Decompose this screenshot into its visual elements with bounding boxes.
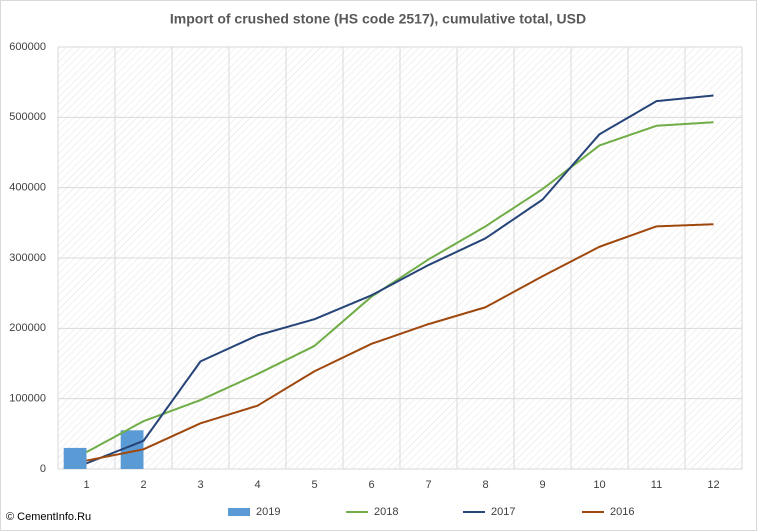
legend-label: 2017 [491,506,515,518]
y-tick-label: 300000 [9,252,46,264]
watermark: © CementInfo.Ru [6,511,91,523]
chart-title: Import of crushed stone (HS code 2517), … [170,11,586,27]
line [86,94,714,465]
x-tick-label: 11 [651,479,662,491]
y-tick-label: 0 [40,463,46,475]
x-tick-label: 2 [140,479,146,491]
y-tick-label: 500000 [9,111,46,123]
x-tick-label: 9 [539,479,545,491]
y-tick-label: 600000 [9,41,46,53]
y-tick-label: 200000 [9,322,46,334]
line [86,121,714,453]
x-tick-label: 6 [368,479,374,491]
legend-label: 2019 [256,506,280,518]
legend-label: 2016 [610,506,634,518]
x-tick-label: 12 [707,479,719,491]
bar [63,447,87,469]
y-tick-label: 400000 [9,182,46,194]
line [86,223,714,462]
x-tick-label: 1 [83,479,89,491]
x-tick-label: 7 [425,479,431,491]
x-tick-label: 8 [482,479,488,491]
x-tick-label: 4 [254,479,260,491]
legend-label: 2018 [374,506,398,518]
x-tick-label: 5 [311,479,317,491]
bar [120,430,144,469]
y-tick-label: 100000 [9,393,46,405]
x-tick-label: 3 [197,479,203,491]
legend-swatch [228,508,250,516]
x-tick-label: 10 [593,479,605,491]
